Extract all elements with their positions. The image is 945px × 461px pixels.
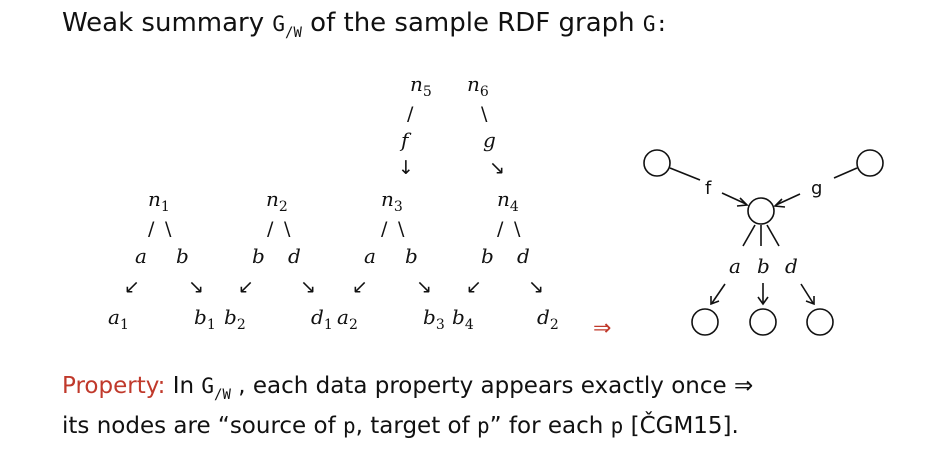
rdf-graph: n5 n6 / \ f g ↓ ↘ n1 n2 n3 n4 / \ / \ / …	[108, 72, 559, 333]
arrow: ↘	[528, 276, 544, 298]
arrow: ↘	[416, 276, 432, 298]
property-graph-symbol: G	[201, 374, 215, 398]
summary-node-d-target	[806, 308, 834, 336]
property-p: p	[477, 414, 490, 438]
property-p: p	[610, 414, 624, 438]
summary-edge-labels: f g a b d	[705, 178, 822, 278]
arrow: ↙	[238, 276, 254, 298]
title-graph-symbol: G	[272, 12, 286, 36]
node-n3: n3	[381, 187, 403, 215]
edge-d-arrow	[800, 283, 814, 304]
edge-mark: /	[148, 218, 155, 240]
title-graph-name: G:	[642, 12, 669, 36]
edge-mark: /	[381, 218, 388, 240]
property-line-2: its nodes are “source of p, target of p”…	[62, 408, 922, 445]
node-b2: b2	[224, 305, 246, 333]
summary-graph	[643, 149, 884, 336]
summary-node-b-target	[749, 308, 777, 336]
arrow-f: ↓	[398, 157, 414, 179]
summary-label-a: a	[729, 254, 741, 278]
property-text: its nodes are “source of	[62, 413, 343, 439]
property-text: ” for each	[489, 413, 611, 439]
edge-mark: \	[284, 218, 291, 240]
property-graph-sub: /W	[214, 387, 231, 403]
arrow: ↙	[466, 276, 482, 298]
edge-label-b: b	[481, 244, 494, 268]
property-citation: [ČGM15].	[623, 413, 739, 439]
summary-node-a-target	[691, 308, 719, 336]
node-d2: d2	[537, 305, 559, 333]
property-text: , target of	[355, 413, 478, 439]
arrowhead	[736, 197, 749, 207]
edge-label-f: f	[399, 128, 412, 152]
arrow-g: ↘	[489, 157, 505, 179]
summary-label-d: d	[785, 254, 798, 278]
edge-mark: /	[497, 218, 504, 240]
slide-title: Weak summary G/W of the sample RDF graph…	[62, 8, 669, 41]
edge-mark: /	[267, 218, 274, 240]
arrowhead	[710, 296, 720, 306]
property-line1-suffix: , each data property appears exactly onc…	[230, 373, 754, 399]
implies-icon: ⇒	[593, 316, 611, 341]
edge-mark-n5: /	[407, 103, 414, 125]
edge-label-g: g	[483, 128, 496, 152]
property-statement: Property: In G/W , each data property ap…	[62, 368, 922, 445]
summary-label-b: b	[757, 254, 770, 278]
edge-mark: \	[398, 218, 405, 240]
edge-mark-n6: \	[481, 103, 488, 125]
title-prefix: Weak summary	[62, 8, 273, 38]
edge-label-b: b	[405, 244, 418, 268]
title-graph-sub: /W	[285, 25, 302, 41]
node-a1: a1	[108, 305, 129, 333]
edge-f-arrow	[721, 192, 747, 205]
summary-node-center	[747, 197, 775, 225]
node-b1: b1	[194, 305, 216, 333]
edge-g-line	[833, 167, 858, 179]
node-d1: d1	[311, 305, 333, 333]
summary-node-g-source	[856, 149, 884, 177]
property-line1-prefix: In	[165, 373, 202, 399]
edge-d-line	[766, 224, 780, 247]
arrow: ↘	[188, 276, 204, 298]
edge-label-d: d	[517, 244, 530, 268]
edge-g-arrow	[775, 193, 801, 206]
arrow: ↙	[352, 276, 368, 298]
edge-label-b: b	[252, 244, 265, 268]
edge-f-line	[669, 167, 701, 181]
arrow: ↙	[124, 276, 140, 298]
summary-label-g: g	[811, 178, 822, 199]
summary-node-f-source	[643, 149, 671, 177]
edge-label-a: a	[364, 244, 376, 268]
edge-mark: \	[514, 218, 521, 240]
title-middle: of the sample RDF graph	[301, 8, 643, 38]
node-n6: n6	[467, 72, 489, 100]
property-p: p	[343, 414, 356, 438]
arrowhead	[757, 296, 769, 306]
node-a2: a2	[337, 305, 358, 333]
edge-label-b: b	[176, 244, 189, 268]
node-n1: n1	[148, 187, 170, 215]
arrowhead	[773, 198, 786, 208]
edge-label-d: d	[288, 244, 301, 268]
edge-a-line	[742, 224, 756, 247]
arrowhead	[805, 296, 815, 306]
edge-a-arrow	[711, 283, 726, 304]
property-line-1: Property: In G/W , each data property ap…	[62, 368, 922, 408]
summary-label-f: f	[705, 178, 712, 199]
node-n4: n4	[497, 187, 519, 215]
edge-mark: \	[165, 218, 172, 240]
node-n2: n2	[266, 187, 288, 215]
node-b4: b4	[452, 305, 474, 333]
arrow: ↘	[300, 276, 316, 298]
node-n5: n5	[410, 72, 432, 100]
edge-label-a: a	[135, 244, 147, 268]
node-b3: b3	[423, 305, 445, 333]
property-label: Property:	[62, 373, 166, 399]
